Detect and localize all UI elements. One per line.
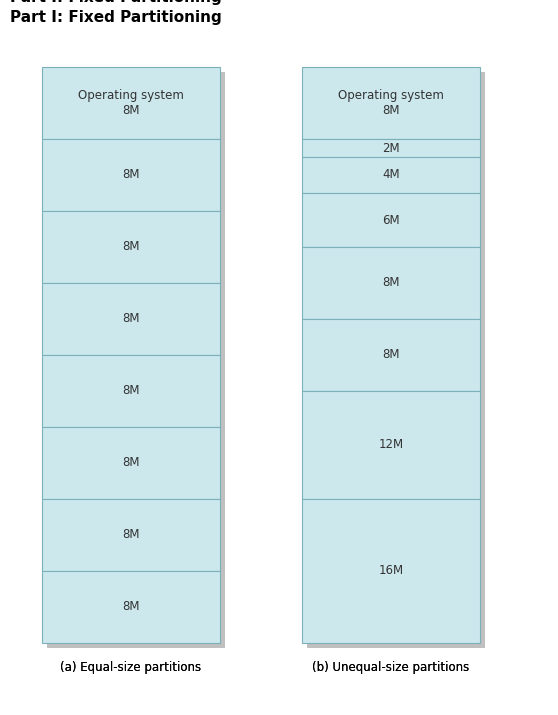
- Text: 8M: 8M: [122, 456, 140, 470]
- Text: 8M: 8M: [122, 385, 140, 398]
- Text: Part I: Fixed Partitioning: Part I: Fixed Partitioning: [10, 0, 222, 5]
- Text: 8M: 8M: [122, 169, 140, 182]
- Bar: [302, 247, 480, 319]
- Bar: [42, 139, 220, 211]
- Text: 8M: 8M: [382, 348, 400, 362]
- Text: (b) Unequal-size partitions: (b) Unequal-size partitions: [312, 661, 470, 674]
- Bar: [302, 139, 480, 157]
- Text: Operating system
8M: Operating system 8M: [338, 89, 444, 117]
- Text: (a) Equal-size partitions: (a) Equal-size partitions: [60, 661, 201, 674]
- Bar: [42, 283, 220, 355]
- Bar: [42, 67, 220, 139]
- Bar: [302, 319, 480, 391]
- Bar: [307, 72, 485, 648]
- Bar: [302, 391, 480, 499]
- Text: 2M: 2M: [382, 142, 400, 154]
- Bar: [47, 72, 225, 648]
- Bar: [42, 427, 220, 499]
- Text: 4M: 4M: [382, 169, 400, 182]
- Text: 8M: 8M: [382, 277, 400, 290]
- Text: 8M: 8M: [122, 601, 140, 613]
- Bar: [42, 355, 220, 427]
- Text: Operating system
8M: Operating system 8M: [78, 89, 184, 117]
- Bar: [302, 193, 480, 247]
- Bar: [42, 571, 220, 643]
- Bar: [302, 157, 480, 193]
- Text: (a) Equal-size partitions: (a) Equal-size partitions: [60, 661, 201, 674]
- Text: 8M: 8M: [122, 240, 140, 254]
- Bar: [302, 499, 480, 643]
- Bar: [42, 499, 220, 571]
- Text: Part I: Fixed Partitioning: Part I: Fixed Partitioning: [10, 10, 222, 25]
- Bar: [42, 211, 220, 283]
- Text: 8M: 8M: [122, 528, 140, 541]
- Text: (b) Unequal-size partitions: (b) Unequal-size partitions: [312, 661, 470, 674]
- Text: 8M: 8M: [122, 312, 140, 325]
- Bar: [302, 67, 480, 139]
- Text: 6M: 6M: [382, 214, 400, 227]
- Text: 12M: 12M: [378, 438, 403, 451]
- Text: 16M: 16M: [378, 565, 403, 578]
